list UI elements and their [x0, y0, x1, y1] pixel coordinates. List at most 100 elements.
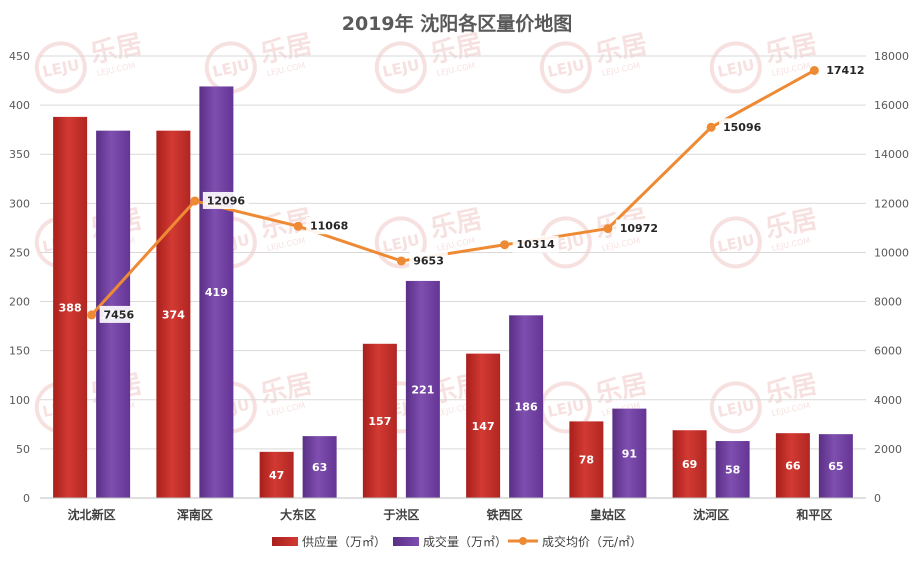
bar-deal-label: 91 [622, 447, 637, 460]
y-left-tick-label: 0 [23, 492, 30, 505]
bar-supply-label: 66 [785, 460, 801, 473]
bar-deal [612, 408, 647, 498]
y-right-tick-label: 18000 [874, 50, 909, 63]
y-left-tick-label: 50 [16, 443, 30, 456]
x-tick-label: 浑南区 [177, 507, 213, 522]
legend-label-supply: 供应量（万㎡） [302, 534, 386, 549]
bar-supply [362, 343, 397, 498]
bar-supply-label: 388 [59, 301, 82, 314]
watermark-brand-text: 乐居 [763, 204, 820, 244]
watermark-brand-text: 乐居 [428, 29, 485, 69]
bar-deal-label: 63 [312, 461, 327, 474]
bar-supply-label: 47 [269, 469, 284, 482]
legend-label-deal: 成交量（万㎡） [423, 534, 507, 549]
legend-swatch-supply [272, 537, 298, 546]
price-label: 7456 [104, 308, 135, 321]
bar-supply [672, 430, 707, 498]
price-label: 9653 [413, 254, 444, 267]
x-tick-label: 和平区 [795, 507, 832, 522]
price-label: 10314 [516, 238, 555, 251]
bar-deal [509, 315, 544, 498]
watermark-ring [709, 41, 762, 94]
watermark-ring [539, 41, 592, 94]
bar-data-labels: 3883744715714778696637441963221186915865 [59, 286, 844, 482]
watermark-brand-text: 乐居 [428, 204, 485, 244]
x-axis-tick-labels: 沈北新区 浑南区 大东区 于洪区 铁西区 皇姑区 沈河区 和平区 [68, 507, 833, 522]
watermark-brand-text: 乐居 [258, 369, 315, 409]
price-label: 15096 [723, 121, 762, 134]
legend-marker-price [519, 537, 527, 545]
legend: 供应量（万㎡） 成交量（万㎡） 成交均价（元/㎡） [272, 534, 642, 549]
price-label-bg [719, 118, 766, 136]
bar-supply-label: 147 [472, 420, 495, 433]
price-point [603, 224, 613, 234]
watermark-brand-text: 乐居 [593, 29, 650, 69]
y-right-tick-label: 8000 [874, 296, 902, 309]
price-point [706, 122, 716, 132]
line-data-labels: 7456 12096 11068 9653 10314 10972 15096 17412 [99, 61, 869, 323]
bar-deal [405, 280, 440, 498]
y-right-tick-label: 2000 [874, 443, 902, 456]
watermark-brand-text: 乐居 [763, 29, 820, 69]
y-left-tick-label: 150 [9, 345, 30, 358]
chart-title: 2019年 沈阳各区量价地图 [342, 12, 573, 35]
price-label-bg [99, 305, 139, 323]
y-left-tick-label: 100 [9, 394, 30, 407]
bar-supply-label: 78 [579, 454, 594, 467]
y-right-tick-label: 6000 [874, 345, 902, 358]
x-tick-label: 于洪区 [383, 507, 419, 522]
bar-supply [259, 451, 294, 498]
x-tick-label: 沈河区 [693, 507, 729, 522]
watermark-ring [374, 216, 427, 269]
price-point [500, 240, 510, 250]
watermark-ring [709, 381, 762, 434]
price-label-bg [512, 235, 559, 253]
bar-supply-label: 69 [682, 458, 697, 471]
y-left-tick-label: 450 [9, 50, 30, 63]
x-tick-label: 大东区 [280, 507, 316, 522]
line-series [87, 65, 819, 320]
bar-deal [199, 86, 234, 499]
bar-series [53, 86, 853, 499]
y-left-tick-label: 300 [9, 197, 30, 210]
y-axis-right: 0 2000 4000 6000 8000 10000 12000 14000 16000 180… [874, 50, 909, 505]
price-point [396, 256, 406, 266]
watermark-brand-text: 乐居 [763, 369, 820, 409]
price-label-bg [409, 251, 448, 269]
x-tick-label: 铁西区 [487, 507, 523, 522]
bar-supply-label: 157 [368, 415, 391, 428]
watermark-ring [34, 41, 87, 94]
y-right-tick-label: 0 [874, 492, 881, 505]
watermark-ring [374, 41, 427, 94]
price-label-bg [822, 61, 869, 79]
watermark-brand-text: 乐居 [258, 29, 315, 69]
bar-deal [818, 434, 853, 498]
price-label-bg [202, 191, 249, 209]
x-tick-label: 沈北新区 [68, 507, 116, 522]
bar-supply [156, 130, 191, 498]
legend-swatch-deal [393, 537, 419, 546]
bar-deal-label: 419 [205, 286, 228, 299]
price-point [87, 310, 97, 320]
price-label: 17412 [826, 64, 864, 77]
price-label: 10972 [620, 222, 658, 235]
price-point [190, 196, 200, 206]
price-point [809, 65, 819, 75]
watermark-ring [709, 216, 762, 269]
bar-deal [302, 436, 337, 498]
bar-supply-label: 374 [162, 308, 185, 321]
y-left-tick-label: 200 [9, 296, 30, 309]
bar-supply [569, 421, 604, 498]
price-label-bg [615, 219, 662, 237]
watermark-brand-text: 乐居 [593, 369, 650, 409]
watermark-logo-text: LEJU [41, 56, 81, 81]
bar-deal [715, 441, 750, 498]
